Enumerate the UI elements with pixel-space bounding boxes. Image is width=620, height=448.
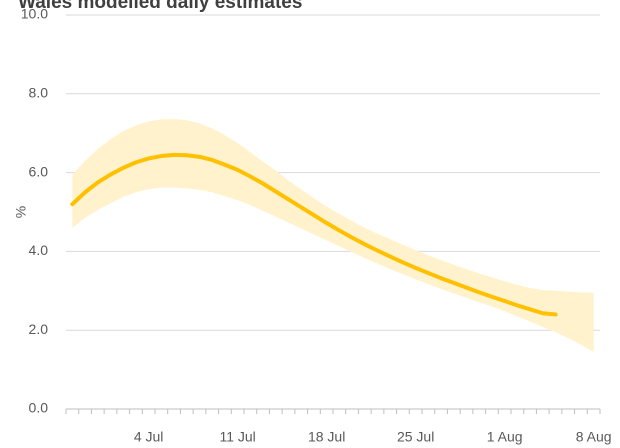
x-tick-label: 18 Jul	[308, 429, 345, 445]
line	[70, 152, 558, 317]
y-axis-label: %	[13, 206, 29, 218]
y-tick-label: 2.0	[29, 321, 49, 337]
chart-title: Wales modelled daily estimates	[18, 0, 302, 13]
x-tick-label: 25 Jul	[397, 429, 434, 445]
y-tick-label: 8.0	[29, 85, 49, 101]
x-tick-label: 1 Aug	[487, 429, 523, 445]
y-tick-label: 10.0	[21, 6, 48, 22]
confidence-band	[72, 119, 594, 352]
y-tick-label: 6.0	[29, 163, 49, 179]
y-tick-label: 0.0	[29, 400, 49, 416]
y-tick-label: 4.0	[29, 242, 49, 258]
x-tick-label: 4 Jul	[134, 429, 164, 445]
x-tick-label: 8 Aug	[576, 429, 612, 445]
x-tick-label: 11 Jul	[219, 429, 255, 445]
